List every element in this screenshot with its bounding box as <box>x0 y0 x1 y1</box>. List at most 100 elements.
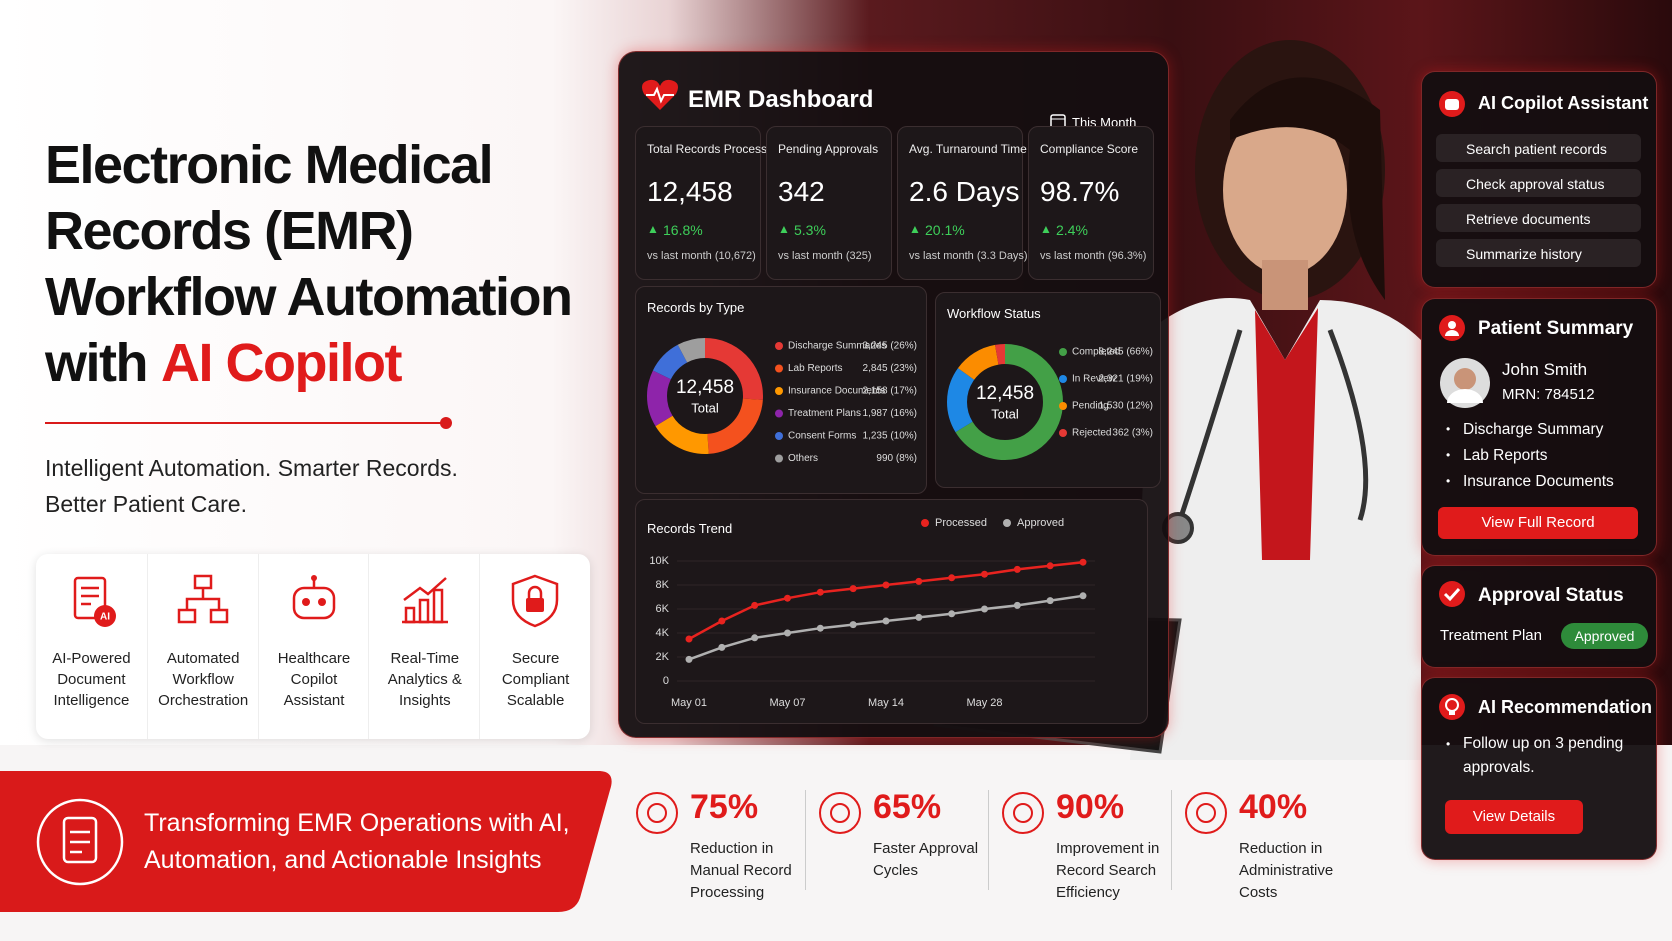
title-line: Records (EMR) <box>45 201 414 261</box>
copilot-action[interactable]: Search patient records <box>1436 134 1641 162</box>
donut-center-caption: Total <box>991 406 1019 421</box>
donut-center-value: 12,458 <box>676 377 734 398</box>
donut-segment <box>647 338 763 454</box>
action-label: Summarize history <box>1466 246 1582 262</box>
feature-label: Intelligence <box>53 692 130 709</box>
value-label: 990 (8%) <box>876 453 917 464</box>
feature-icon: AI <box>73 576 116 627</box>
avatar-face <box>1454 368 1476 390</box>
kpi-arrow: ▲ <box>647 222 659 236</box>
series-line <box>688 594 1084 661</box>
feature-label: Document <box>57 671 126 688</box>
feature-badge: AI <box>100 612 110 623</box>
feature: Automated Workflow Orchestration <box>146 554 259 739</box>
stat-icon-ring <box>1185 792 1227 834</box>
series-point <box>718 617 726 625</box>
feature-label: Automated <box>166 650 240 667</box>
kpi-card <box>897 126 1023 280</box>
feature-label: Compliant <box>501 671 570 688</box>
y-tick-label: 8K <box>656 579 670 591</box>
view-details-button[interactable]: View Details <box>1445 800 1583 834</box>
series-point <box>1013 565 1021 573</box>
y-tick-label: 10K <box>649 555 669 567</box>
legend-label: Rejected <box>1072 428 1111 439</box>
feature-label: Orchestration <box>158 692 249 709</box>
stat-icon-ring <box>1002 792 1044 834</box>
value-label: 3,245 (26%) <box>863 341 917 352</box>
kpi-change: 20.1% <box>925 222 965 238</box>
feature-label: Copilot <box>290 671 338 688</box>
series-point <box>751 601 759 609</box>
series-point <box>1046 597 1054 605</box>
action-label: Search patient records <box>1466 141 1607 157</box>
stat-icon-inner <box>1196 803 1216 823</box>
title-highlight: AI Copilot <box>160 333 402 393</box>
legend-swatch <box>775 409 783 418</box>
action-label: Retrieve documents <box>1466 211 1591 227</box>
copilot-action[interactable]: Check approval status <box>1436 169 1641 197</box>
kpi-compare: vs last month (3.3 Days) <box>909 250 1028 262</box>
features-box: AI AI-Powered Document Intelligence Automate… <box>36 554 590 739</box>
approval-panel <box>1421 565 1657 668</box>
banner-line: Transforming EMR Operations with AI, <box>144 809 570 837</box>
panel-icon <box>1439 315 1465 341</box>
legend-label: Others <box>788 453 818 464</box>
legend-swatch <box>1059 402 1067 410</box>
tagline-line: Intelligent Automation. Smarter Records. <box>45 455 458 481</box>
series-point <box>915 613 923 621</box>
series-point <box>915 577 923 585</box>
kpi-value: 2.6 Days <box>909 176 1020 207</box>
feature-label: AI-Powered <box>52 650 131 667</box>
copilot-action[interactable]: Summarize history <box>1436 239 1641 267</box>
icon-circle <box>1439 694 1465 720</box>
feature-label: Scalable <box>506 692 565 709</box>
view-record-button[interactable]: View Full Record <box>1438 507 1638 539</box>
legend-label: Lab Reports <box>788 363 842 374</box>
series-point <box>718 643 726 651</box>
patient-item: Lab Reports <box>1463 447 1548 464</box>
value-label: 1,235 (10%) <box>863 431 917 442</box>
avatar-body <box>1447 389 1483 403</box>
donut-segment <box>647 338 763 454</box>
x-tick-label: May 07 <box>769 697 805 709</box>
panel-title: Patient Summary <box>1478 318 1634 339</box>
stat-divider <box>1171 790 1172 890</box>
feature-icon <box>292 575 335 620</box>
bullet: • <box>1446 474 1451 488</box>
copilot-action[interactable]: Retrieve documents <box>1436 204 1641 232</box>
series-point <box>882 617 890 625</box>
bullet: • <box>1446 448 1451 462</box>
legend-label: Processed <box>935 517 987 529</box>
value-label: 8,245 (66%) <box>1099 347 1153 358</box>
feature-label: Insights <box>398 692 451 709</box>
stat-label: Efficiency <box>1056 884 1120 901</box>
hero-title: Electronic Medical Records (EMR) Workflow … <box>45 132 573 396</box>
donut-center-caption: Total <box>691 400 719 415</box>
value-label: 2,158 (17%) <box>863 386 917 397</box>
legend-swatch <box>775 454 783 463</box>
legend-swatch <box>1059 348 1067 356</box>
kpi-card <box>766 126 892 280</box>
dashboard-title: EMR Dashboard <box>688 86 874 113</box>
stat-label: Cycles <box>873 862 919 879</box>
stat-icon-inner <box>1013 803 1033 823</box>
feature-label: Healthcare <box>277 650 351 667</box>
stat-icon <box>1002 792 1044 834</box>
patient-avatar <box>1440 358 1490 408</box>
tagline-line: Better Patient Care. <box>45 491 247 517</box>
series-point <box>948 574 956 582</box>
panel-icon <box>1439 581 1465 607</box>
feature-label: Secure <box>511 650 560 667</box>
panel-title: AI Recommendation <box>1478 697 1653 717</box>
action-label: Check approval status <box>1466 176 1605 192</box>
legend-swatch <box>775 432 783 440</box>
stat-label: Manual Record <box>690 862 792 879</box>
feature-label: Workflow <box>172 671 234 688</box>
legend-label: Pending <box>1072 401 1109 412</box>
feature-label: Analytics & <box>387 671 462 688</box>
legend-label: In Review <box>1072 374 1117 385</box>
kpi-change: 5.3% <box>794 222 826 238</box>
stat-divider <box>988 790 989 890</box>
title-line: with <box>45 333 148 393</box>
